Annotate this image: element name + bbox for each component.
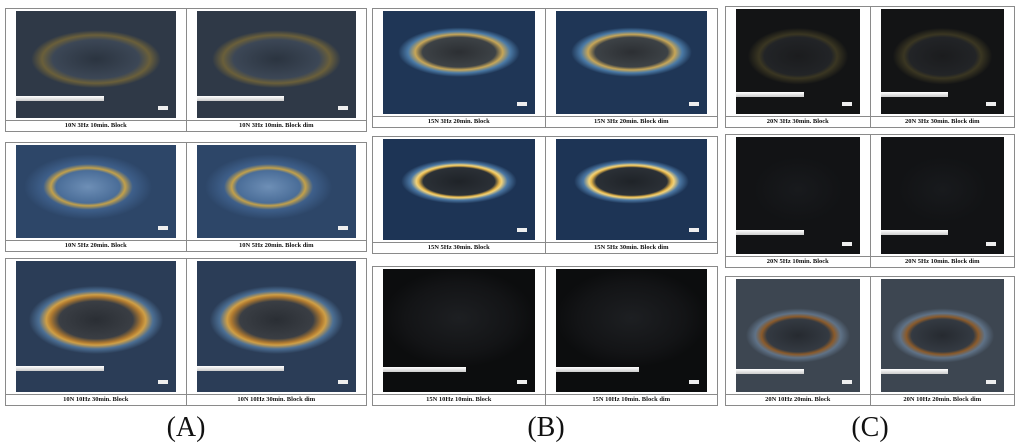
scale-bar bbox=[338, 226, 348, 230]
image-caption: 10N 3Hz 10min. Block dim bbox=[187, 120, 367, 131]
scale-bar bbox=[986, 242, 996, 246]
micrograph bbox=[736, 137, 860, 254]
image-caption: 20N 3Hz 30min. Block bbox=[726, 116, 870, 127]
light-bar bbox=[736, 369, 804, 374]
image-cell: 20N 3Hz 30min. Block dim bbox=[871, 7, 1015, 127]
scale-bar bbox=[986, 102, 996, 106]
image-cell: 15N 10Hz 10min. Block dim bbox=[546, 267, 718, 405]
light-bar bbox=[556, 367, 639, 372]
micrograph bbox=[16, 11, 176, 118]
scale-bar bbox=[689, 102, 699, 106]
column-label: (B) bbox=[486, 412, 606, 444]
image-cell: 10N 5Hz 20min. Block bbox=[6, 143, 187, 251]
image-caption: 10N 5Hz 20min. Block dim bbox=[187, 240, 367, 251]
light-bar bbox=[881, 369, 949, 374]
image-caption: 20N 5Hz 10min. Block dim bbox=[871, 256, 1015, 267]
micrograph bbox=[197, 145, 357, 238]
image-cell: 15N 5Hz 30min. Block dim bbox=[546, 137, 718, 253]
micrograph bbox=[881, 279, 1005, 392]
image-caption: 10N 3Hz 10min. Block bbox=[6, 120, 186, 131]
image-caption: 15N 10Hz 10min. Block dim bbox=[546, 394, 718, 405]
micrograph bbox=[736, 9, 860, 114]
image-cell: 10N 3Hz 10min. Block dim bbox=[187, 9, 367, 131]
light-bar bbox=[16, 96, 104, 101]
scale-bar bbox=[338, 106, 348, 110]
micrograph bbox=[881, 137, 1005, 254]
light-bar bbox=[881, 230, 949, 235]
image-caption: 15N 5Hz 30min. Block dim bbox=[546, 242, 718, 253]
micrograph bbox=[383, 11, 535, 114]
light-bar bbox=[736, 230, 804, 235]
column-label: (C) bbox=[810, 412, 930, 444]
micrograph bbox=[556, 139, 708, 240]
scale-bar bbox=[842, 242, 852, 246]
micrograph bbox=[881, 9, 1005, 114]
scale-bar bbox=[986, 380, 996, 384]
image-caption: 10N 10Hz 30min. Block dim bbox=[187, 394, 367, 405]
micrograph bbox=[736, 279, 860, 392]
scale-bar bbox=[517, 228, 527, 232]
column-label: (A) bbox=[126, 412, 246, 444]
light-bar bbox=[736, 92, 804, 97]
scale-bar bbox=[842, 102, 852, 106]
micrograph bbox=[197, 11, 357, 118]
scale-bar bbox=[517, 380, 527, 384]
scale-bar bbox=[158, 380, 168, 384]
image-cell: 20N 5Hz 10min. Block dim bbox=[871, 135, 1015, 267]
image-cell: 15N 5Hz 30min. Block bbox=[373, 137, 546, 253]
scale-bar bbox=[158, 226, 168, 230]
scale-bar bbox=[689, 380, 699, 384]
image-caption: 10N 5Hz 20min. Block bbox=[6, 240, 186, 251]
image-cell: 10N 10Hz 30min. Block dim bbox=[187, 259, 367, 405]
scale-bar bbox=[338, 380, 348, 384]
micrograph bbox=[383, 269, 535, 392]
image-caption: 15N 10Hz 10min. Block bbox=[373, 394, 545, 405]
scale-bar bbox=[842, 380, 852, 384]
image-caption: 15N 3Hz 20min. Block dim bbox=[546, 116, 718, 127]
micrograph bbox=[556, 269, 708, 392]
image-cell: 20N 5Hz 10min. Block bbox=[726, 135, 871, 267]
image-cell: 20N 10Hz 20min. Block bbox=[726, 277, 871, 405]
micrograph bbox=[16, 145, 176, 238]
scale-bar bbox=[689, 228, 699, 232]
image-caption: 20N 3Hz 30min. Block dim bbox=[871, 116, 1015, 127]
image-caption: 20N 5Hz 10min. Block bbox=[726, 256, 870, 267]
micrograph bbox=[556, 11, 708, 114]
image-cell: 10N 10Hz 30min. Block bbox=[6, 259, 187, 405]
image-caption: 15N 3Hz 20min. Block bbox=[373, 116, 545, 127]
image-cell: 15N 3Hz 20min. Block bbox=[373, 9, 546, 127]
image-cell: 10N 5Hz 20min. Block dim bbox=[187, 143, 367, 251]
image-caption: 15N 5Hz 30min. Block bbox=[373, 242, 545, 253]
light-bar bbox=[383, 367, 466, 372]
scale-bar bbox=[158, 106, 168, 110]
light-bar bbox=[881, 92, 949, 97]
micrograph bbox=[197, 261, 357, 392]
image-caption: 20N 10Hz 20min. Block bbox=[726, 394, 870, 405]
light-bar bbox=[197, 96, 285, 101]
image-cell: 10N 3Hz 10min. Block bbox=[6, 9, 187, 131]
image-caption: 20N 10Hz 20min. Block dim bbox=[871, 394, 1015, 405]
light-bar bbox=[16, 366, 104, 371]
figure: 10N 3Hz 10min. Block10N 3Hz 10min. Block… bbox=[0, 0, 1015, 446]
micrograph bbox=[16, 261, 176, 392]
image-cell: 15N 3Hz 20min. Block dim bbox=[546, 9, 718, 127]
image-cell: 20N 10Hz 20min. Block dim bbox=[871, 277, 1015, 405]
micrograph bbox=[383, 139, 535, 240]
scale-bar bbox=[517, 102, 527, 106]
image-cell: 20N 3Hz 30min. Block bbox=[726, 7, 871, 127]
light-bar bbox=[197, 366, 285, 371]
image-caption: 10N 10Hz 30min. Block bbox=[6, 394, 186, 405]
image-cell: 15N 10Hz 10min. Block bbox=[373, 267, 546, 405]
